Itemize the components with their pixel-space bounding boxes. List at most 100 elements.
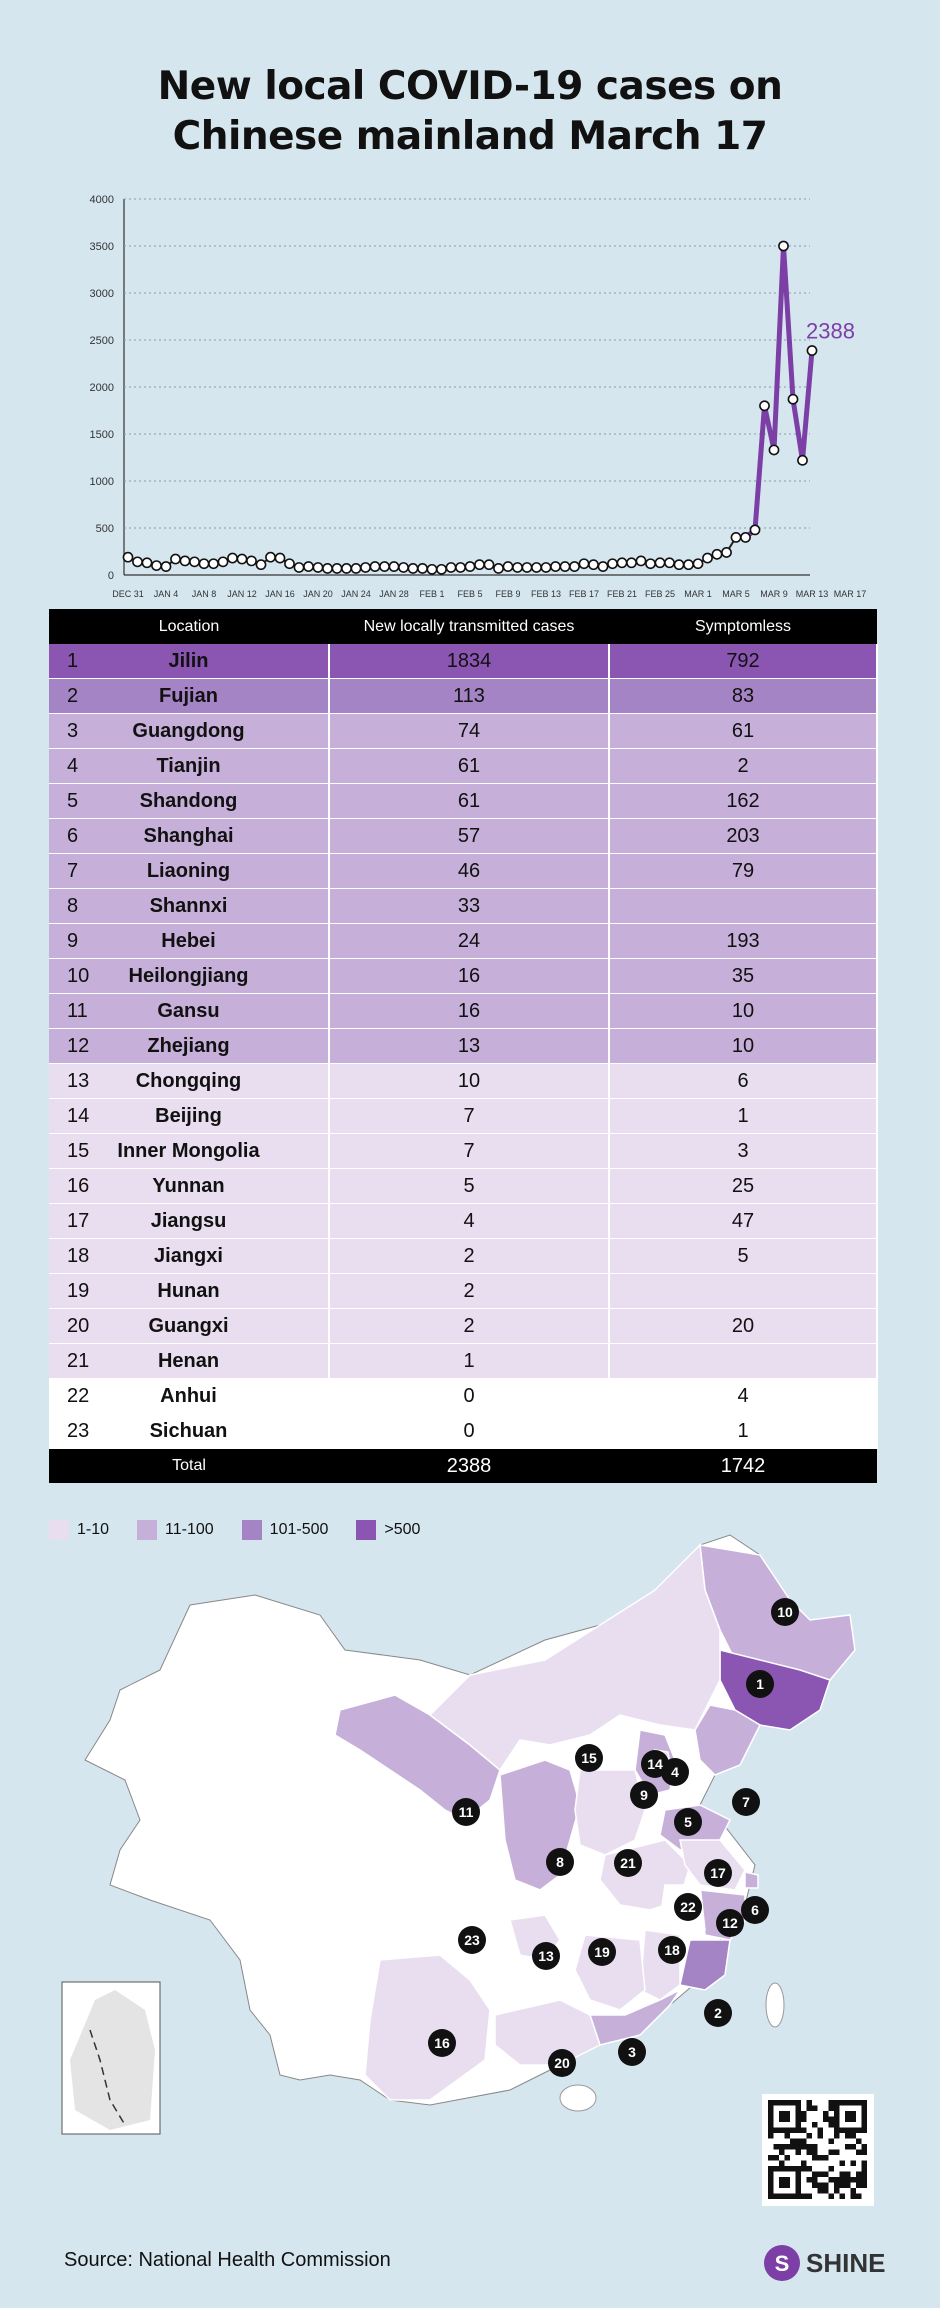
x-tick-label: MAR 1 <box>684 589 712 599</box>
jilin-region <box>719 1649 831 1731</box>
rank-cell: 21 <box>67 1350 90 1372</box>
map-marker: 19 <box>588 1938 616 1966</box>
map-marker: 18 <box>658 1936 686 1964</box>
location-cell: Tianjin <box>156 755 221 777</box>
qr-cell <box>845 2133 851 2139</box>
legend-item: 1-10 <box>49 1520 109 1540</box>
qr-cell <box>828 2177 834 2183</box>
table-row: 4 Tianjin 61 2 <box>49 748 878 784</box>
qr-cell <box>861 2171 867 2177</box>
symptomless-cell: 83 <box>609 678 878 714</box>
marker-label: 5 <box>684 1814 692 1830</box>
qr-cell <box>801 2116 807 2122</box>
qr-cell <box>812 2182 818 2188</box>
location-cell: Jilin <box>168 650 209 672</box>
qr-code[interactable] <box>762 2094 874 2206</box>
rank-cell: 23 <box>67 1420 90 1442</box>
qr-finder-core <box>779 2111 790 2122</box>
map-marker: 20 <box>548 2049 576 2077</box>
data-point <box>179 555 191 567</box>
table-row: 2 Fujian 113 83 <box>49 678 878 714</box>
location-cell: Guangdong <box>132 720 245 742</box>
x-tick-label: JAN 8 <box>192 589 217 599</box>
qr-cell <box>834 2182 840 2188</box>
legend-item: 101-500 <box>241 1520 329 1540</box>
location-column-cell: 11 Gansu <box>49 993 330 1029</box>
rank-cell: 14 <box>67 1105 90 1127</box>
x-tick-label: FEB 1 <box>419 589 444 599</box>
data-point <box>654 557 666 569</box>
marker-dot <box>746 1670 774 1698</box>
data-point <box>436 563 447 575</box>
location-cell: Shannxi <box>149 895 228 917</box>
location-column-cell: 16 Yunnan <box>49 1168 330 1204</box>
qr-cell <box>856 2193 862 2199</box>
data-point <box>217 556 229 568</box>
data-point <box>274 552 286 564</box>
legend-label: 101-500 <box>269 1521 329 1538</box>
qr-cell <box>801 2193 807 2199</box>
qr-cell <box>790 2144 796 2150</box>
data-point <box>759 400 770 412</box>
rank-cell: 20 <box>67 1315 90 1337</box>
qr-cell <box>828 2100 834 2106</box>
data-point <box>255 559 267 571</box>
data-point <box>455 562 466 573</box>
series-line-recent <box>743 243 815 540</box>
cases-cell: 24 <box>329 923 610 959</box>
qr-cell <box>850 2144 856 2150</box>
x-tick-label: JAN 4 <box>154 589 179 599</box>
symptomless-cell: 1 <box>609 1098 878 1134</box>
marker-dot <box>716 1909 744 1937</box>
qr-cell <box>784 2133 790 2139</box>
cases-cell: 0 <box>329 1378 610 1414</box>
qr-cell <box>856 2177 862 2183</box>
location-cell: Hunan <box>157 1280 220 1302</box>
map-marker: 13 <box>532 1942 560 1970</box>
data-point <box>341 563 352 574</box>
rank-cell: 19 <box>67 1280 90 1302</box>
marker-dot <box>532 1942 560 1970</box>
marker-label: 20 <box>554 2055 570 2071</box>
qr-cell <box>773 2144 779 2150</box>
qr-cell <box>784 2144 790 2150</box>
marker-label: 2 <box>714 2005 722 2021</box>
data-point <box>265 551 276 563</box>
location-column-cell: 15 Inner Mongolia <box>49 1133 330 1169</box>
qr-cell <box>850 2133 856 2139</box>
symptomless-cell: 792 <box>609 644 878 679</box>
marker-dot <box>658 1936 686 1964</box>
qr-cell <box>817 2127 823 2133</box>
x-tick-label: FEB 13 <box>531 589 561 599</box>
location-column-cell: 22 Anhui <box>49 1378 330 1414</box>
data-point <box>426 563 438 575</box>
qr-cell <box>768 2133 774 2139</box>
qr-cell <box>812 2105 818 2111</box>
data-point <box>122 551 134 563</box>
data-point <box>683 559 694 571</box>
marker-label: 23 <box>464 1932 480 1948</box>
header-cases: New locally transmitted cases <box>329 609 609 644</box>
data-point <box>160 561 172 572</box>
location-cell: Chongqing <box>135 1070 242 1092</box>
total-symptomless-cell: 1742 <box>609 1448 877 1483</box>
rank-cell: 13 <box>67 1070 90 1092</box>
data-point <box>141 557 153 569</box>
qr-cell <box>845 2171 851 2177</box>
cases-table: Location New locally transmitted cases S… <box>49 609 878 1483</box>
qr-cell <box>839 2182 845 2188</box>
qr-cell <box>817 2133 823 2139</box>
location-cell: Shanghai <box>143 825 234 847</box>
table-row: 15 Inner Mongolia 7 3 <box>49 1133 878 1169</box>
marker-dot <box>741 1896 769 1924</box>
qr-finder-core <box>779 2177 790 2188</box>
data-point <box>170 553 181 565</box>
data-point <box>464 561 476 572</box>
qr-cell <box>768 2155 774 2161</box>
qr-cell <box>812 2177 818 2183</box>
qr-cell <box>850 2193 856 2199</box>
rank-cell: 1 <box>67 650 79 672</box>
rank-cell: 15 <box>67 1140 90 1162</box>
qr-cell <box>861 2166 867 2172</box>
symptomless-cell: 10 <box>609 993 878 1029</box>
